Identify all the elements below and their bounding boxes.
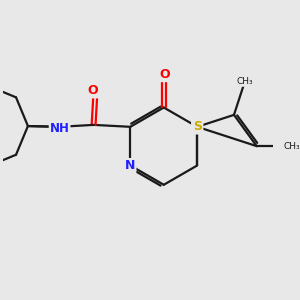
Text: N: N (125, 159, 136, 172)
Text: N: N (192, 120, 202, 133)
Text: O: O (160, 68, 170, 81)
Text: O: O (88, 84, 98, 98)
Text: S: S (193, 120, 202, 133)
Text: CH₃: CH₃ (236, 77, 253, 86)
Text: CH₃: CH₃ (283, 142, 300, 151)
Text: NH: NH (50, 122, 70, 135)
